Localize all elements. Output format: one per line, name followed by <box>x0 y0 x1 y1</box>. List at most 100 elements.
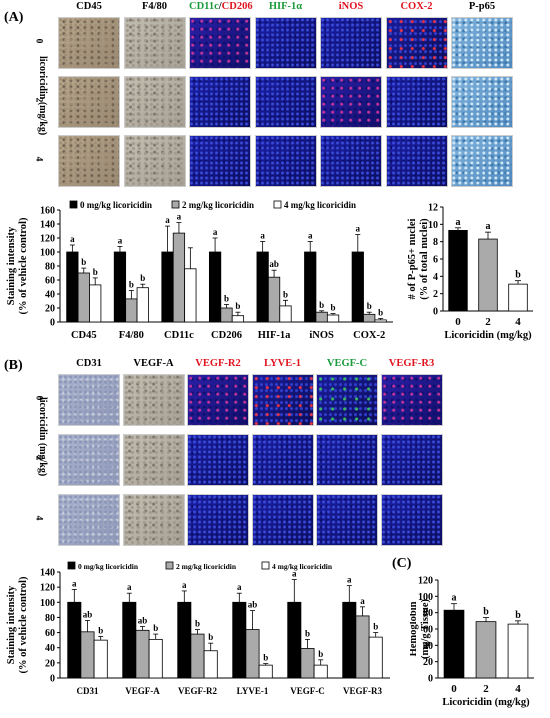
panel-a-column-header-part: COX-2 <box>400 1 433 12</box>
significance-letter: a <box>260 231 265 241</box>
legend-swatch <box>171 200 180 209</box>
y-tick-label: 20 <box>423 657 433 668</box>
x-tick-label: CD31 <box>77 686 99 696</box>
panel-b-micrograph-tile <box>316 434 378 486</box>
bar <box>135 629 150 679</box>
y-axis-label: Staining intensity <box>6 226 17 305</box>
panel-b-column-header-part: CD31 <box>76 358 102 369</box>
bar <box>232 601 247 679</box>
significance-letter: b <box>373 622 378 632</box>
panel-a-column-header-part: iNOS <box>338 1 364 12</box>
panel-b-micrograph-tile <box>187 434 249 486</box>
bar <box>208 251 222 323</box>
panel-b-micrograph-tile <box>122 494 185 546</box>
bar <box>93 639 108 679</box>
panel-b-micrograph-tile <box>316 374 378 426</box>
y-tick-label: 80 <box>45 262 55 273</box>
panel-a-column-header-part: P-p65 <box>468 1 496 12</box>
panel-a-column-header: P-p65 <box>451 1 513 12</box>
bar <box>507 623 529 679</box>
significance-letter: a <box>70 234 75 244</box>
panel-b-column-header: VEGF-A <box>123 358 185 369</box>
panel-b-column-header-part: VEGF-R3 <box>388 358 435 369</box>
significance-letter: b <box>129 280 134 290</box>
panel-b-micrograph-tile <box>380 494 443 546</box>
significance-letter: a <box>347 575 352 585</box>
panel-b-column-header-part: LYVE-1 <box>264 358 301 369</box>
panel-a-micrograph-tile <box>451 135 513 187</box>
panel-a-micrograph-tile <box>189 76 251 128</box>
significance-letter: a <box>213 227 218 237</box>
bar <box>231 315 245 323</box>
panel-a-column-header: F4/80 <box>124 1 186 12</box>
panel-a-column-header: CD11c/CD206 <box>189 1 253 12</box>
significance-letter: b <box>283 289 288 299</box>
y-axis-label: (% of total nuclei) <box>419 218 430 300</box>
x-axis-label: Licoricidin (mg/kg) <box>444 330 532 341</box>
panel-b-micrograph-tile <box>251 494 314 546</box>
significance-letter: a <box>127 582 132 592</box>
bar <box>220 307 233 323</box>
y-tick-label: 4 <box>433 272 438 283</box>
panel-a-row-label: 0 <box>33 38 44 44</box>
bar <box>172 232 186 323</box>
y-tick-label: 2 <box>433 289 438 300</box>
x-tick-label: 4 <box>515 683 521 695</box>
significance-letter: b <box>515 610 521 621</box>
panel-a-micrograph-tile <box>123 17 186 69</box>
bar <box>279 305 292 323</box>
bar <box>351 251 364 323</box>
panel-a-row-axis-label: licoricidin (mg/kg) <box>37 56 48 136</box>
y-tick-label: 140 <box>40 220 55 231</box>
panel-b-micrograph-tile <box>122 374 185 426</box>
panel-a-micrograph-tile <box>189 135 251 187</box>
significance-letter: a <box>72 578 77 588</box>
x-tick-label: F4/80 <box>119 330 144 341</box>
bar <box>355 615 370 679</box>
bar <box>448 230 468 312</box>
x-tick-label: HIF-1a <box>258 330 291 341</box>
y-tick-label: 120 <box>418 576 433 587</box>
significance-letter: b <box>515 270 521 281</box>
panel-b-micrograph-tile <box>58 374 120 426</box>
x-tick-label: VEGF-R3 <box>343 686 382 696</box>
panel-a-label: (A) <box>4 10 24 25</box>
bar <box>363 313 376 323</box>
significance-letter: a <box>182 580 187 590</box>
x-tick-label: 4 <box>515 316 521 328</box>
panel-a-micrograph-tile <box>320 17 382 69</box>
bar <box>203 650 218 679</box>
bar <box>313 664 328 679</box>
y-tick-label: 60 <box>423 625 433 636</box>
y-tick-label: 40 <box>423 641 433 652</box>
panel-a-column-header-part: F4/80 <box>141 1 168 12</box>
bar <box>190 633 205 679</box>
panel-b-column-header-part: VEGF-C <box>326 358 368 369</box>
significance-letter: ab <box>138 616 148 626</box>
staining-intensity-chart-b: 0 20 40 60 80 100 120 140 Staining intensity (% o… <box>6 561 390 696</box>
bar <box>315 311 328 323</box>
x-tick-label: CD11c <box>164 330 194 341</box>
y-axis-label: (% of vehicle control) <box>18 576 29 673</box>
panel-a-column-header-part: CD206 <box>221 1 253 12</box>
panel-b-column-header: VEGF-C <box>316 358 378 369</box>
bar <box>177 601 192 679</box>
x-tick-label: VEGF-R2 <box>178 686 217 696</box>
bar <box>326 314 340 323</box>
significance-letter: ab <box>248 600 258 610</box>
y-tick-label: 40 <box>45 643 55 654</box>
bar <box>256 251 269 323</box>
bar <box>136 287 149 323</box>
significance-letter: a <box>118 235 123 245</box>
panel-b-row-label: 4 <box>33 515 44 521</box>
panel-a-column-header-part: / <box>218 1 222 12</box>
significance-letter: b <box>378 308 383 318</box>
legend-entry: 4 mg/kg licoricidin <box>284 200 356 210</box>
panel-a-micrograph-tile <box>58 135 120 187</box>
panel-b-column-header-part: VEGF-A <box>133 358 174 369</box>
y-tick-label: 120 <box>40 583 55 594</box>
x-tick-label: 2 <box>483 683 489 695</box>
y-tick-label: 20 <box>45 304 55 315</box>
panel-b-label: (B) <box>4 358 23 373</box>
panel-b-column-header: VEGF-R2 <box>187 358 249 369</box>
